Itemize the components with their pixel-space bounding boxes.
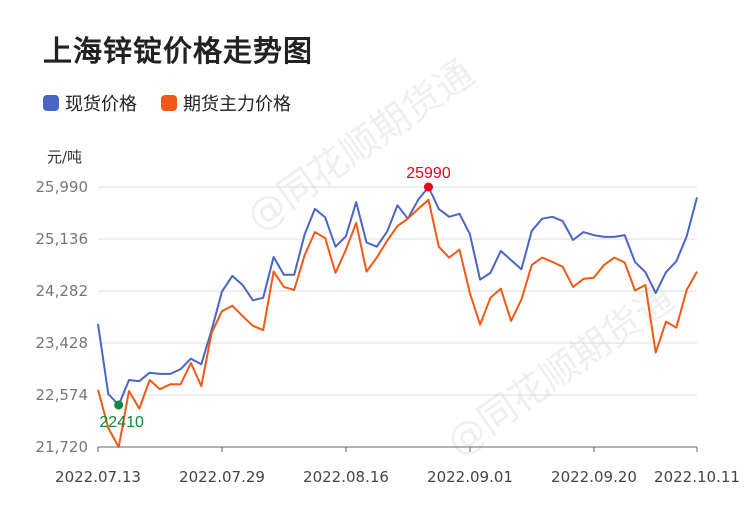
- x-tick-label: 2022.07.13: [55, 468, 141, 486]
- legend-swatch-futures-icon: [161, 95, 177, 111]
- chart-title: 上海锌锭价格走势图: [43, 34, 314, 68]
- x-tick-label: 2022.09.20: [551, 468, 637, 486]
- legend-label-spot: 现货价格: [65, 94, 137, 115]
- x-tick-label: 2022.08.16: [303, 468, 389, 486]
- min-point-label: 22410: [99, 414, 144, 431]
- series-line-spot[interactable]: [97, 186, 698, 406]
- min-point-marker[interactable]: [114, 400, 124, 410]
- x-tick-label: 2022.10.11: [654, 468, 740, 486]
- max-point-label: 25990: [406, 165, 451, 182]
- x-tick-label: 2022.09.01: [427, 468, 513, 486]
- max-point-marker[interactable]: [423, 182, 433, 192]
- y-tick-label: 21,720: [35, 438, 89, 456]
- legend: 现货价格 期货主力价格: [43, 90, 291, 116]
- legend-item-spot[interactable]: 现货价格: [43, 90, 137, 116]
- x-axis: [97, 446, 698, 452]
- y-axis-unit: 元/吨: [47, 148, 83, 166]
- x-tick-label: 2022.07.29: [179, 468, 265, 486]
- y-tick-label: 25,990: [35, 178, 89, 196]
- series-line-futures[interactable]: [97, 198, 698, 448]
- legend-item-futures[interactable]: 期货主力价格: [161, 90, 291, 116]
- legend-swatch-spot-icon: [43, 95, 59, 111]
- y-tick-label: 23,428: [35, 334, 89, 352]
- y-tick-label: 22,574: [35, 386, 89, 404]
- legend-label-futures: 期货主力价格: [183, 94, 291, 115]
- y-tick-label: 24,282: [35, 282, 89, 300]
- y-tick-label: 25,136: [35, 230, 89, 248]
- gridlines: [98, 186, 697, 396]
